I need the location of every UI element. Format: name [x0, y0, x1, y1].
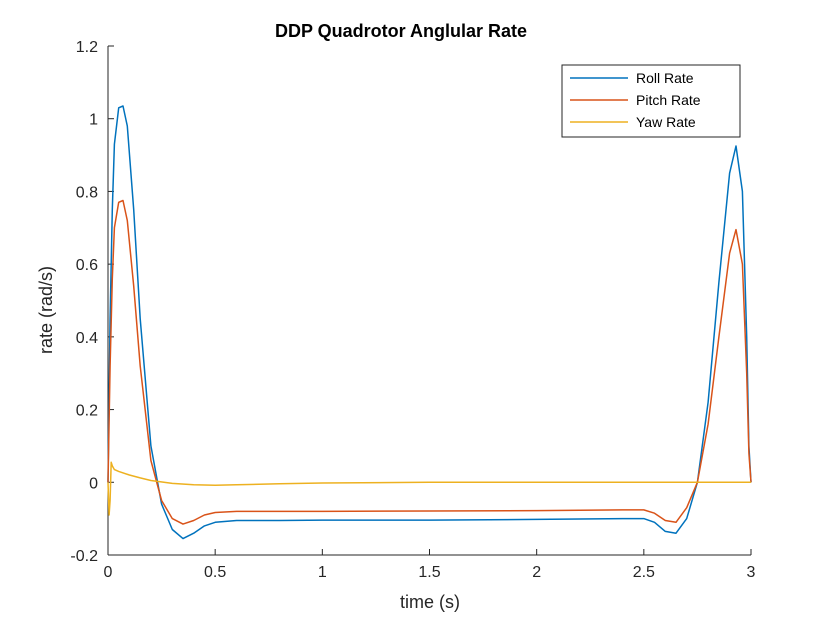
x-ticks: 0 0.5 1 1.5 2 2.5 3: [104, 549, 756, 581]
x-tick-label: 0.5: [204, 564, 226, 581]
legend-label: Pitch Rate: [636, 92, 701, 108]
y-tick-label: 0: [89, 475, 98, 492]
legend-box: [561, 64, 741, 138]
x-tick-label: 0: [104, 564, 113, 581]
series-line-pitch-rate: [107, 199, 752, 525]
x-tick-label: 2: [532, 564, 541, 581]
legend: Roll Rate Pitch Rate Yaw Rate: [561, 64, 741, 138]
x-tick-label: 1: [318, 564, 327, 581]
y-tick-label: 1: [89, 112, 98, 129]
plot-area: 0 0.5 1 1.5 2 2.5 3 -0.2 0 0.2 0.4 0.6 0.8 1 1.2: [70, 39, 755, 581]
chart-title: DDP Quadrotor Anglular Rate: [275, 21, 527, 41]
y-tick-label: 0.8: [76, 184, 98, 201]
x-tick-label: 3: [747, 564, 756, 581]
x-tick-label: 1.5: [418, 564, 440, 581]
series-line-yaw-rate: [107, 461, 751, 516]
y-tick-label: -0.2: [70, 548, 98, 565]
series-line-roll-rate: [107, 105, 752, 540]
x-tick-label: 2.5: [633, 564, 655, 581]
legend-label: Yaw Rate: [636, 114, 696, 130]
y-tick-label: 1.2: [76, 39, 98, 56]
y-ticks: -0.2 0 0.2 0.4 0.6 0.8 1 1.2: [70, 39, 114, 565]
y-tick-label: 0.2: [76, 403, 98, 420]
y-tick-label: 0.6: [76, 257, 98, 274]
y-axis-label: rate (rad/s): [36, 266, 56, 354]
series-lines: [107, 105, 752, 540]
x-axis-label: time (s): [400, 592, 460, 612]
legend-label: Roll Rate: [636, 70, 694, 86]
y-tick-label: 0.4: [76, 330, 98, 347]
